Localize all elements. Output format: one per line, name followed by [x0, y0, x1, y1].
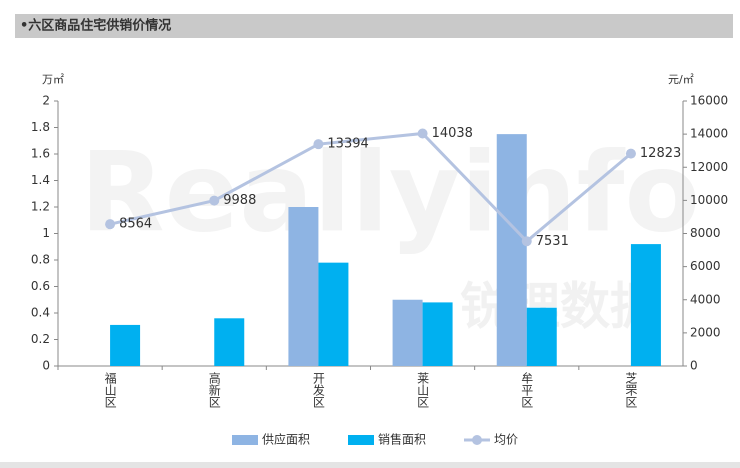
y2-tick-label: 8000: [690, 226, 721, 240]
x-tick-label: 福山区: [103, 371, 117, 408]
legend-label: 供应面积: [262, 432, 310, 447]
y-tick-label: 0.4: [31, 306, 50, 320]
bar: [630, 244, 661, 366]
y-tick-label: 0.2: [31, 332, 50, 346]
y-axis-label: 万㎡: [42, 73, 64, 86]
y2-tick-label: 4000: [690, 292, 721, 306]
line: [109, 131, 632, 244]
y2-tick-label: 16000: [690, 94, 728, 108]
y-tick-label: 0.6: [31, 279, 50, 293]
y2-tick-label: 14000: [690, 127, 728, 141]
x-tick-label: 开发区: [311, 372, 325, 408]
y-tick-label: 1.8: [31, 120, 50, 134]
bar: [392, 299, 423, 366]
line-point: [313, 139, 324, 150]
y-tick-label: 1: [42, 226, 50, 240]
data-label: 14038: [432, 126, 473, 141]
header-title: •六区商品住宅供销价情况: [20, 18, 171, 34]
legend-label: 销售面积: [378, 432, 426, 447]
y-tick-label: 1.4: [31, 173, 50, 187]
y-tick-label: 1.2: [31, 200, 50, 214]
legend-swatch: [232, 435, 258, 445]
line-point: [417, 128, 428, 139]
y-tick-label: 0: [42, 359, 50, 373]
y2-tick-label: 0: [690, 359, 698, 373]
y-tick-label: 1.6: [31, 147, 50, 161]
line-point: [625, 148, 636, 159]
y-tick-label: 2: [42, 94, 50, 108]
bar: [110, 324, 141, 366]
legend-swatch: [472, 435, 482, 445]
bar: [318, 262, 349, 366]
x-tick-label: 高新区: [207, 371, 221, 408]
line-point: [521, 236, 532, 247]
x-tick-label: 牟平区: [520, 371, 534, 408]
line-point: [105, 219, 116, 230]
data-label: 8564: [119, 217, 152, 232]
x-tick-label: 芝罘区: [624, 371, 638, 408]
bar: [526, 307, 557, 366]
y2-tick-label: 10000: [690, 193, 728, 207]
data-label: 9988: [223, 193, 256, 208]
bar: [422, 302, 453, 366]
x-tick-label: 莱山区: [416, 372, 430, 408]
data-label: 13394: [327, 137, 368, 152]
y2-tick-label: 12000: [690, 160, 728, 174]
y2-tick-label: 6000: [690, 259, 721, 273]
y2-tick-label: 2000: [690, 325, 721, 339]
bar: [214, 318, 245, 366]
legend-swatch: [348, 435, 374, 445]
watermark: Reallyinfo: [80, 128, 700, 256]
data-label: 12823: [640, 146, 681, 161]
watermark-cn: 锐理数据: [460, 278, 660, 336]
legend-label: 均价: [494, 433, 518, 447]
footer-bar: [0, 462, 740, 468]
line-point: [209, 195, 220, 206]
data-label: 7531: [536, 234, 569, 249]
bar: [288, 207, 319, 366]
header-bar: [15, 14, 733, 38]
y2-axis-label: 元/㎡: [668, 73, 694, 86]
bar: [496, 134, 527, 366]
y-tick-label: 0.8: [31, 253, 50, 267]
